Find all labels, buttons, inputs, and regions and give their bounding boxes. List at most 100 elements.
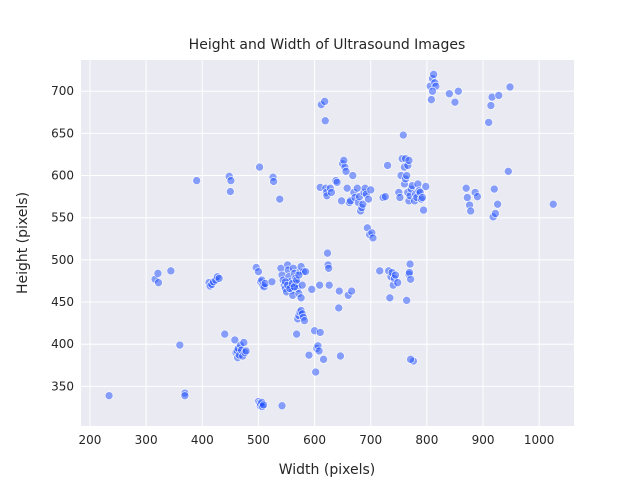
x-tick-label: 900: [472, 433, 495, 447]
data-point: [324, 263, 333, 273]
data-point: [402, 296, 411, 305]
x-tick-label: 800: [415, 433, 438, 447]
data-point: [418, 193, 427, 202]
y-tick-label: 450: [51, 295, 74, 309]
data-point: [405, 259, 415, 269]
data-point: [489, 184, 499, 194]
data-point: [300, 316, 309, 325]
data-point: [254, 267, 263, 276]
data-point: [395, 193, 405, 202]
data-point: [419, 205, 428, 215]
data-point: [239, 338, 249, 347]
data-point: [402, 171, 411, 180]
data-point: [259, 400, 268, 410]
data-point: [406, 355, 415, 364]
x-axis-label: Width (pixels): [279, 462, 375, 478]
x-tick-label: 400: [191, 433, 214, 447]
data-point: [427, 95, 436, 104]
data-point: [454, 86, 463, 96]
data-point: [336, 351, 345, 361]
data-point: [166, 266, 176, 276]
data-point: [358, 199, 368, 209]
data-point: [320, 97, 329, 106]
data-point: [319, 355, 328, 364]
data-point: [548, 199, 558, 209]
data-point: [275, 194, 285, 204]
y-tick-label: 650: [51, 126, 74, 140]
data-point: [154, 278, 163, 287]
y-tick-label: 700: [51, 84, 74, 98]
data-point: [445, 89, 454, 99]
y-tick-labels: 350 400 450 500 550 600 650 700: [51, 84, 74, 393]
data-point: [307, 285, 317, 294]
data-point: [334, 303, 344, 313]
data-point: [311, 367, 321, 377]
data-point: [334, 286, 344, 296]
data-point: [180, 391, 190, 400]
x-tick-label: 700: [359, 433, 382, 447]
y-tick-label: 550: [51, 211, 74, 225]
data-point: [226, 187, 235, 196]
x-tick-label: 500: [247, 433, 270, 447]
data-point: [267, 277, 277, 287]
data-point: [296, 293, 306, 303]
data-point: [393, 278, 402, 287]
data-point: [491, 209, 500, 218]
data-point: [314, 346, 324, 356]
data-point: [366, 185, 376, 195]
data-point: [294, 270, 304, 280]
data-point: [494, 91, 504, 100]
data-point: [421, 182, 431, 191]
data-point: [315, 280, 324, 290]
data-point: [463, 193, 472, 202]
data-point: [292, 329, 301, 339]
data-point: [383, 161, 392, 170]
y-tick-label: 600: [51, 169, 74, 183]
data-point: [486, 101, 496, 110]
data-point: [277, 401, 287, 411]
data-point: [493, 199, 502, 209]
y-tick-label: 400: [51, 337, 74, 351]
data-point: [332, 177, 342, 187]
data-point: [504, 167, 513, 176]
data-point: [385, 293, 395, 303]
data-point: [381, 192, 390, 201]
data-point: [406, 274, 415, 284]
data-point: [315, 328, 325, 337]
data-point: [505, 82, 515, 92]
data-point: [304, 350, 314, 360]
data-point: [461, 183, 471, 193]
data-point: [342, 183, 352, 193]
data-point: [473, 192, 482, 201]
data-point: [327, 188, 336, 197]
data-point: [175, 340, 185, 350]
data-point: [341, 167, 351, 176]
y-tick-label: 500: [51, 253, 74, 267]
data-point: [391, 270, 400, 280]
data-point: [214, 274, 224, 283]
data-point: [320, 116, 330, 126]
data-point: [466, 206, 475, 216]
plot-area: [81, 60, 574, 426]
data-point: [153, 269, 163, 278]
data-point: [399, 130, 408, 140]
data-point: [337, 196, 346, 206]
data-point: [375, 266, 385, 276]
x-tick-labels: 200 300 400 500 600 700 800 900 1000: [79, 433, 555, 447]
data-point: [230, 335, 240, 345]
data-point: [255, 162, 264, 172]
data-point: [324, 280, 334, 290]
data-point: [348, 171, 358, 180]
data-point: [220, 329, 230, 339]
y-axis-label: Height (pixels): [15, 192, 31, 294]
y-tick-label: 350: [51, 379, 74, 393]
data-point: [241, 346, 251, 356]
data-point: [104, 391, 114, 400]
data-point: [226, 176, 236, 185]
data-points: [104, 70, 558, 411]
data-point: [301, 267, 310, 276]
data-point: [404, 156, 414, 165]
data-point: [323, 248, 332, 258]
data-point: [484, 118, 493, 127]
